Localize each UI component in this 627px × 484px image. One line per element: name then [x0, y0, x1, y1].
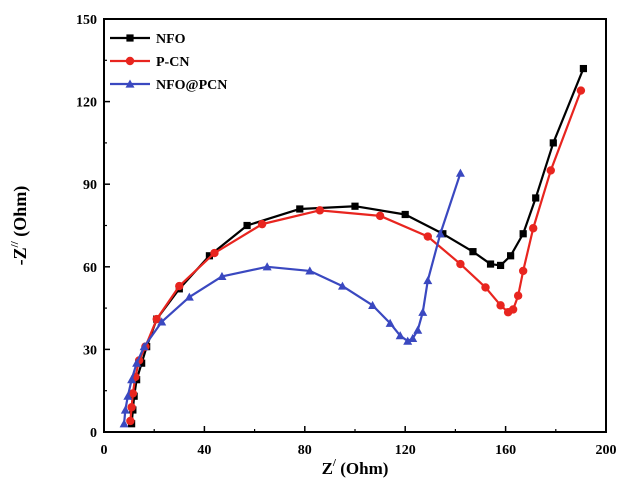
- data-point-p-cn: [513, 291, 523, 300]
- data-point-nfo-pcn: [385, 318, 395, 327]
- x-axis-title-unit: (Ohm): [336, 459, 388, 478]
- data-point-nfo-pcn: [119, 419, 129, 428]
- data-point-p-cn: [257, 219, 267, 229]
- data-point-nfo-pcn: [127, 375, 137, 384]
- legend-marker: [126, 34, 134, 42]
- data-point-p-cn: [152, 314, 161, 324]
- data-point-p-cn: [210, 248, 219, 258]
- x-tick-label: 120: [395, 443, 416, 458]
- data-point-nfo: [439, 230, 447, 238]
- legend-item-nfo-pcn: NFO@PCN: [110, 78, 227, 93]
- legend: NFO P-CN NFO@PCN: [110, 32, 227, 93]
- data-point-nfo-pcn: [262, 262, 272, 271]
- data-point-nfo-pcn: [413, 325, 423, 334]
- x-axis-title-sup: /: [332, 457, 337, 469]
- data-point-nfo-pcn: [120, 405, 130, 414]
- data-point-p-cn: [518, 266, 528, 276]
- data-point-nfo: [486, 260, 495, 268]
- data-point-nfo-pcn: [435, 229, 445, 238]
- data-point-nfo-pcn: [305, 266, 315, 275]
- data-point-p-cn: [496, 301, 505, 310]
- legend-label: NFO: [156, 32, 186, 47]
- data-point-p-cn: [315, 206, 325, 215]
- data-point-p-cn: [128, 389, 138, 398]
- series-nfo-pcn: [119, 168, 465, 428]
- series-nfo: [128, 64, 588, 428]
- data-point-nfo: [401, 210, 409, 219]
- data-point-p-cn: [375, 211, 385, 221]
- data-point-nfo: [469, 248, 477, 256]
- data-point-nfo: [579, 64, 588, 73]
- x-axis-title-main: Z: [322, 459, 333, 478]
- legend-item-nfo: NFO: [110, 32, 186, 47]
- series-line-nfo: [130, 68, 585, 424]
- y-tick-label: 120: [76, 96, 97, 111]
- data-point-p-cn: [423, 232, 432, 241]
- x-axis-title: Z/ (Ohm): [322, 457, 389, 478]
- y-tick-label: 90: [83, 178, 97, 193]
- data-point-nfo: [205, 252, 214, 260]
- data-point-p-cn: [175, 281, 184, 291]
- data-point-nfo-pcn: [408, 333, 418, 342]
- x-tick-label: 40: [197, 443, 211, 458]
- series-line-nfo-pcn: [122, 172, 462, 424]
- legend-item-p-cn: P-CN: [110, 55, 189, 70]
- data-point-nfo-pcn: [157, 317, 167, 326]
- y-axis-title-sup: //: [9, 240, 21, 248]
- data-point-nfo-pcn: [395, 331, 405, 340]
- data-point-nfo: [351, 202, 359, 210]
- y-axis-title-pre: -Z: [10, 247, 30, 265]
- data-point-nfo-pcn: [123, 391, 133, 400]
- legend-label: NFO@PCN: [156, 78, 227, 93]
- data-point-nfo-pcn: [139, 342, 149, 351]
- data-point-nfo: [549, 139, 557, 147]
- x-tick-label: 0: [101, 443, 108, 458]
- data-point-p-cn: [126, 416, 135, 426]
- legend-label: P-CN: [156, 55, 189, 70]
- y-tick-label: 30: [83, 343, 97, 358]
- data-point-nfo-pcn: [455, 168, 465, 177]
- x-tick-label: 160: [495, 443, 516, 458]
- data-point-nfo-pcn: [368, 300, 378, 309]
- data-point-nfo: [296, 205, 304, 213]
- y-tick-label: 0: [90, 426, 97, 441]
- y-tick-label: 60: [83, 261, 97, 276]
- y-axis-title-unit: (Ohm): [10, 186, 31, 242]
- data-point-p-cn: [481, 283, 490, 292]
- data-point-nfo: [507, 252, 515, 260]
- ticks: 0 40 80 120 160 200 0 30 60 90 120 150: [76, 13, 617, 458]
- data-point-p-cn: [456, 259, 465, 269]
- y-tick-label: 150: [76, 13, 97, 28]
- data-point-nfo-pcn: [184, 292, 194, 301]
- legend-marker: [125, 79, 135, 88]
- data-point-p-cn: [508, 305, 518, 314]
- data-point-p-cn: [529, 224, 538, 233]
- data-point-nfo: [243, 221, 251, 230]
- data-point-p-cn: [127, 403, 136, 412]
- data-point-nfo-pcn: [132, 358, 142, 367]
- data-point-nfo-pcn: [418, 307, 428, 316]
- data-point-nfo-pcn: [403, 336, 413, 345]
- data-point-p-cn: [576, 86, 586, 95]
- series: [119, 64, 588, 428]
- data-point-nfo-pcn: [423, 276, 433, 285]
- data-point-nfo: [519, 230, 527, 238]
- data-point-nfo: [532, 194, 540, 202]
- data-point-nfo-pcn: [217, 271, 227, 281]
- series-p-cn: [126, 86, 586, 426]
- x-tick-label: 200: [596, 443, 617, 458]
- legend-marker: [125, 56, 135, 66]
- y-axis-title: -Z// (Ohm): [9, 186, 31, 266]
- data-point-nfo-pcn: [337, 281, 347, 290]
- data-point-p-cn: [546, 166, 555, 175]
- data-point-nfo: [496, 261, 505, 270]
- x-tick-label: 80: [298, 443, 312, 458]
